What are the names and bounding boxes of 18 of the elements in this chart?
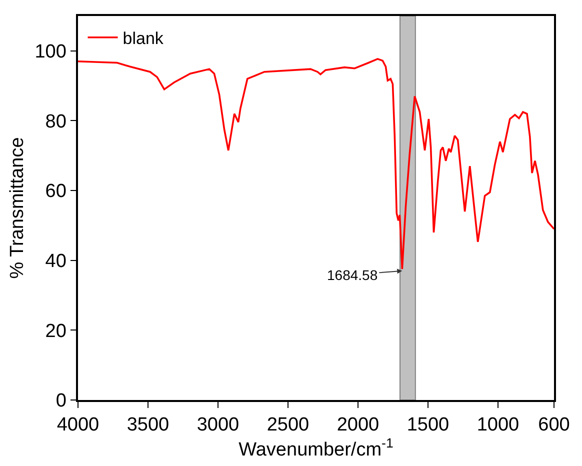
y-tick-label: 40 [45,251,66,272]
y-tick-label: 60 [45,181,66,202]
y-tick-label: 20 [45,320,66,342]
y-tick-label: 0 [56,390,66,412]
y-tick-label: 100 [34,42,66,63]
x-tick-label: 3500 [126,414,170,436]
x-tick-label: 3000 [196,414,240,436]
legend-label: blank [122,29,164,48]
x-tick-label: 4000 [56,414,100,436]
annotation: 1684.58 [327,267,378,283]
x-tick-label: 1500 [406,414,450,436]
x-tick-label: 2000 [336,414,380,436]
y-tick-label: 80 [45,111,66,132]
y-axis-title: % Transmittance [7,137,28,279]
x-tick-label: 2500 [266,414,310,436]
x-axis-title: Wavenumber/cm$^{-1}$ [238,436,394,461]
x-tick-label: 600 [538,414,570,436]
x-tick-label: 1000 [476,414,520,436]
